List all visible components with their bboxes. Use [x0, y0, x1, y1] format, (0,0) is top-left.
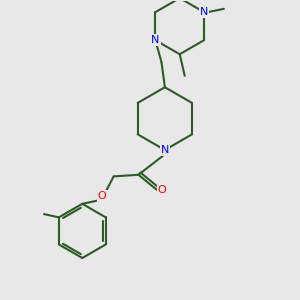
Text: O: O: [98, 191, 106, 201]
Text: O: O: [158, 184, 167, 195]
Text: N: N: [161, 145, 169, 155]
Text: N: N: [151, 35, 160, 45]
Text: N: N: [200, 7, 208, 17]
